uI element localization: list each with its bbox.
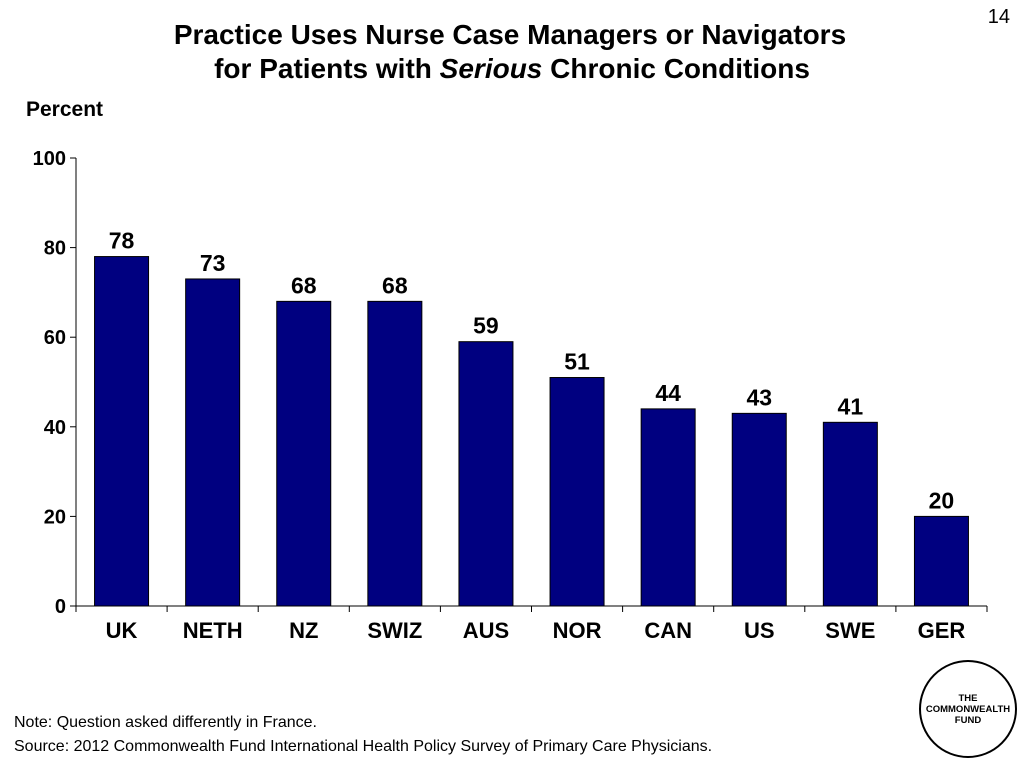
- bar-nor: [549, 377, 605, 607]
- y-tick-label: 60: [44, 327, 66, 349]
- bar-swe: [822, 421, 878, 607]
- title-line-2-end: Chronic Conditions: [542, 53, 810, 84]
- x-tick-label: UK: [106, 618, 138, 643]
- x-tick-label: US: [744, 618, 775, 643]
- data-label: 43: [746, 384, 772, 410]
- logo-line-1: THE: [958, 692, 978, 704]
- x-tick-label: CAN: [644, 618, 692, 643]
- bar-us: [731, 412, 787, 607]
- footnote: Note: Question asked differently in Fran…: [14, 714, 317, 731]
- x-tick-label: NETH: [183, 618, 243, 643]
- data-label: 68: [382, 272, 408, 298]
- bar-swiz: [367, 300, 423, 607]
- x-tick-label: SWIZ: [367, 618, 422, 643]
- bar-can: [640, 408, 696, 607]
- bar-nz: [276, 300, 332, 607]
- data-label: 41: [838, 393, 864, 419]
- title-line-2: for Patients with Serious Chronic Condit…: [0, 52, 1024, 86]
- x-tick-label: NZ: [289, 618, 318, 643]
- chart-title: Practice Uses Nurse Case Managers or Nav…: [0, 18, 1024, 86]
- y-tick-label: 40: [44, 417, 66, 439]
- bar-neth: [185, 278, 241, 607]
- y-tick-label: 0: [55, 596, 66, 618]
- title-emphasis: Serious: [439, 53, 543, 84]
- bar-aus: [458, 341, 514, 607]
- source-note: Source: 2012 Commonwealth Fund Internati…: [14, 738, 713, 755]
- x-tick-label: AUS: [463, 618, 509, 643]
- data-label: 59: [473, 313, 499, 339]
- data-label: 51: [564, 349, 590, 375]
- data-label: 68: [291, 272, 317, 298]
- bar-chart: 78 73 68 68 59 51 44 43 41 20 0 20 40 60 80 100 UK NETH NZ…: [33, 148, 988, 643]
- title-line-1: Practice Uses Nurse Case Managers or Nav…: [173, 19, 847, 50]
- y-tick-label: 100: [33, 148, 66, 170]
- commonwealth-fund-logo: THE COMMONWEALTH FUND: [919, 660, 1017, 758]
- y-tick-label: 20: [44, 506, 66, 528]
- data-label: 44: [655, 380, 681, 406]
- data-label: 20: [929, 487, 955, 513]
- logo-line-3: FUND: [954, 714, 982, 726]
- bar-uk: [94, 256, 150, 607]
- bar-ger: [913, 515, 969, 607]
- y-axis-label: Percent: [26, 98, 104, 121]
- slide-number: 14: [987, 6, 1010, 28]
- x-tick-label: NOR: [553, 618, 602, 643]
- logo-text: THE COMMONWEALTH FUND: [926, 693, 1010, 726]
- title-line-2-start: for Patients with: [214, 53, 440, 84]
- y-tick-label: 80: [44, 238, 66, 260]
- x-tick-label: SWE: [825, 618, 875, 643]
- logo-line-2: COMMONWEALTH: [925, 703, 1011, 715]
- data-label: 73: [200, 250, 226, 276]
- data-label: 78: [109, 228, 135, 254]
- x-tick-label: GER: [918, 618, 966, 643]
